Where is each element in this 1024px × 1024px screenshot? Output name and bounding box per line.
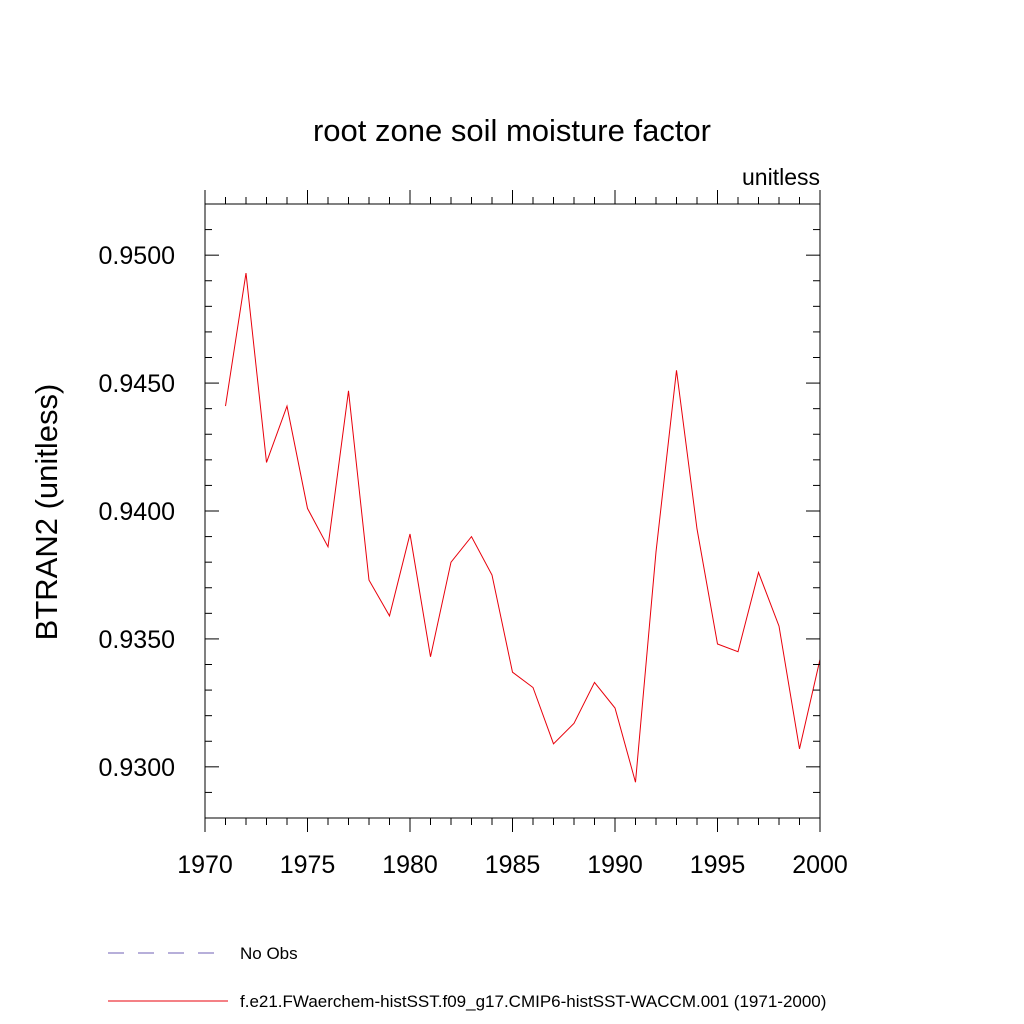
chart-title: root zone soil moisture factor (313, 113, 711, 148)
axes: 0.9300 0.9350 0.9400 0.9450 0.9500 1970 1975 19… (99, 190, 848, 879)
x-tick-label: 1985 (485, 851, 541, 879)
plot-frame (204, 203, 821, 819)
plot-area (225, 273, 821, 783)
y-tick-label: 0.9500 (99, 242, 175, 270)
x-tick-label: 2000 (792, 851, 848, 879)
x-tick-label: 1980 (382, 851, 438, 879)
series-line (225, 273, 821, 783)
y-axis-label: BTRAN2 (unitless) (29, 384, 64, 641)
y-tick-label: 0.9450 (99, 370, 175, 398)
y-tick-label: 0.9350 (99, 626, 175, 654)
legend: No Obs f.e21.FWaerchem-histSST.f09_g17.C… (108, 944, 826, 1011)
x-tick-label: 1975 (280, 851, 336, 879)
x-tick-label: 1990 (587, 851, 643, 879)
x-tick-label: 1995 (690, 851, 746, 879)
y-tick-label: 0.9300 (99, 754, 175, 782)
legend-label-model-run: f.e21.FWaerchem-histSST.f09_g17.CMIP6-hi… (240, 992, 826, 1011)
units-label: unitless (742, 164, 820, 190)
y-tick-label: 0.9400 (99, 498, 175, 526)
x-tick-label: 1970 (177, 851, 233, 879)
legend-label-no-obs: No Obs (240, 944, 298, 963)
